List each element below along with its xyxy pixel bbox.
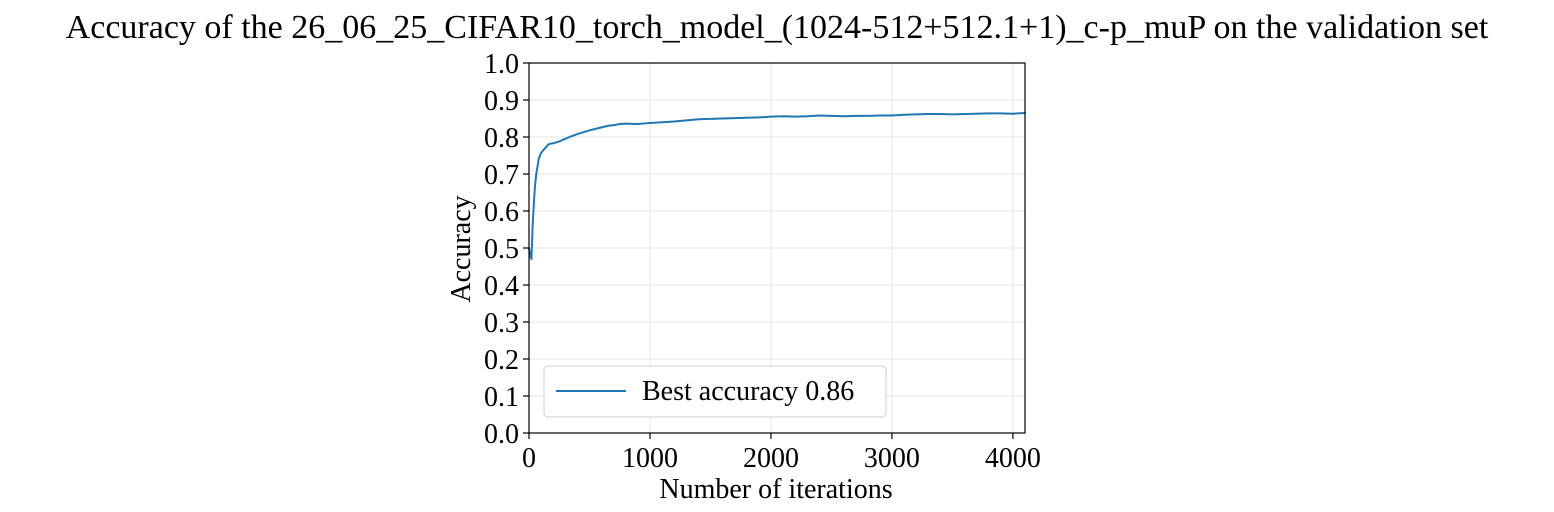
y-tick-label: 0.5 xyxy=(484,234,519,265)
x-axis-label: Number of iterations xyxy=(659,474,892,505)
y-tick-label: 0.3 xyxy=(484,308,519,339)
x-tick-label: 0 xyxy=(522,443,536,474)
x-tick-label: 4000 xyxy=(985,443,1041,474)
y-tick-label: 0.9 xyxy=(484,86,519,117)
y-tick-label: 0.6 xyxy=(484,197,519,228)
x-tick-label: 2000 xyxy=(743,443,799,474)
x-tick-label: 3000 xyxy=(864,443,920,474)
y-tick-label: 0.1 xyxy=(484,382,519,413)
y-tick-label: 1.0 xyxy=(484,49,519,80)
series-layer xyxy=(528,111,1026,261)
y-tick-label: 0.0 xyxy=(484,419,519,450)
y-tick-label: 0.2 xyxy=(484,345,519,376)
y-tick-label: 0.8 xyxy=(484,123,519,154)
legend-box xyxy=(543,365,887,418)
y-tick-label: 0.7 xyxy=(484,160,519,191)
legend: Best accuracy 0.86 xyxy=(543,365,887,418)
axis-ticks: 0 1000 2000 3000 4000 0.0 0.1 0.2 0.3 0.4 0.5 0.6 0.… xyxy=(484,49,1041,474)
x-tick-label: 1000 xyxy=(622,443,678,474)
chart-title: Accuracy of the 26_06_25_CIFAR10_torch_m… xyxy=(66,9,1489,46)
y-axis-label: Accuracy xyxy=(446,195,477,302)
series-line-best-accuracy xyxy=(528,111,1026,261)
y-tick-label: 0.4 xyxy=(484,271,519,302)
legend-label-best-accuracy: Best accuracy 0.86 xyxy=(642,376,854,407)
